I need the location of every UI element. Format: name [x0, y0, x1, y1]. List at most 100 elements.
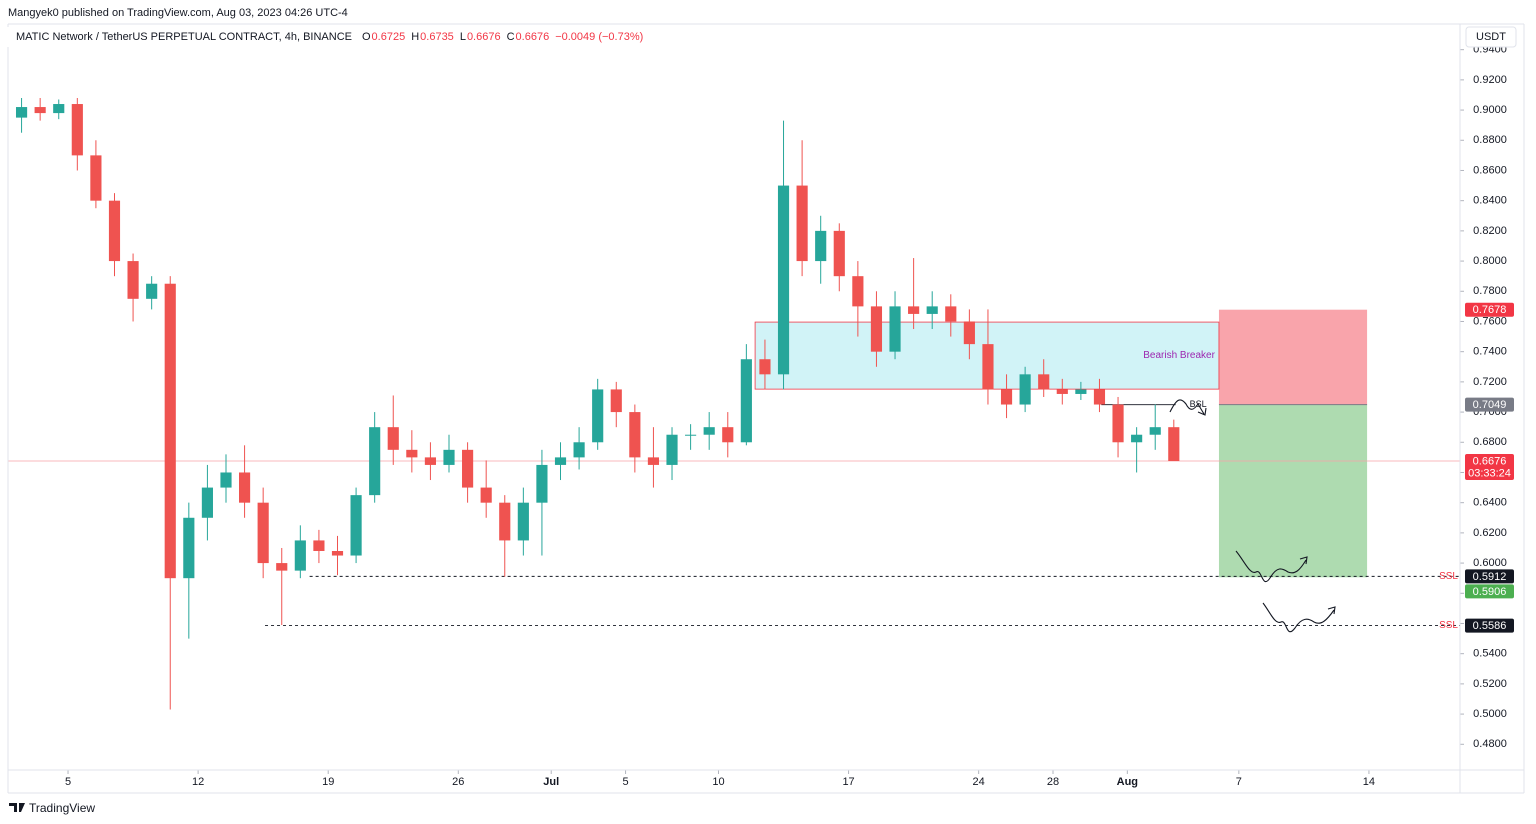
price-tag-label: 0.7678: [1473, 304, 1507, 316]
y-tick-label: 0.7600: [1473, 315, 1507, 327]
ssl-label: SSL: [1439, 571, 1458, 582]
candle-body: [201, 487, 213, 518]
y-tick-label: 0.4800: [1473, 738, 1507, 750]
candle-body: [610, 389, 622, 413]
x-tick-label: 12: [192, 776, 204, 788]
candle-body: [963, 321, 975, 345]
y-tick-label: 0.9200: [1473, 74, 1507, 86]
y-tick-label: 0.6200: [1473, 527, 1507, 539]
price-tag: [1465, 302, 1514, 317]
x-tick-label: Jul: [543, 776, 559, 788]
x-tick-label: 5: [622, 776, 628, 788]
candle-body: [424, 457, 436, 465]
price-tag: [1465, 618, 1514, 633]
price-tag-label: 0.5912: [1473, 571, 1507, 583]
y-tick-label: 0.8400: [1473, 195, 1507, 207]
ohlc-value: 0.6725: [372, 31, 406, 43]
change: −0.0049 (−0.73%): [555, 31, 643, 43]
y-tick-label: 0.5000: [1473, 708, 1507, 720]
price-tag: [1465, 584, 1514, 599]
candle-body: [852, 276, 864, 307]
candle-body: [220, 472, 232, 488]
price-tag-label: 0.6676: [1473, 455, 1507, 467]
currency[interactable]: USDT: [1476, 31, 1506, 43]
candle-body: [889, 306, 901, 352]
candle-body: [15, 107, 28, 118]
currency-button[interactable]: [1465, 26, 1517, 48]
candle-body: [462, 449, 474, 488]
y-tick-label: 0.8600: [1473, 164, 1507, 176]
x-tick-label: 5: [65, 776, 71, 788]
ohlc-value: 0.6676: [467, 31, 501, 43]
candle-body: [350, 495, 362, 556]
candle-body: [313, 540, 325, 551]
y-tick-label: 0.9000: [1473, 104, 1507, 116]
candle-body: [257, 502, 269, 564]
x-tick-label: 26: [452, 776, 464, 788]
ohlc-value: 0.6735: [420, 31, 454, 43]
stop-zone: [1218, 309, 1368, 405]
candle-body: [71, 104, 83, 156]
candle-body: [1112, 404, 1124, 443]
candle-body: [406, 449, 418, 458]
candle-body: [647, 457, 660, 465]
candle-body: [1000, 389, 1013, 405]
sketch-arrow: [1235, 550, 1308, 583]
brand-logo: [9, 803, 25, 812]
x-tick-label: 17: [842, 776, 854, 788]
candle-body: [592, 389, 604, 443]
candle-body: [34, 107, 46, 114]
sketch-arrow: [1262, 602, 1336, 633]
candle-body: [870, 306, 883, 352]
y-tick-label: 0.7800: [1473, 285, 1507, 297]
y-tick-label: 0.8000: [1473, 255, 1507, 267]
x-tick-label: 24: [973, 776, 985, 788]
candle-body: [1149, 427, 1161, 435]
candles: [15, 97, 1180, 710]
candle-body: [1038, 374, 1050, 390]
header-bg: [0, 27, 660, 47]
price-tag-label: 0.5906: [1473, 586, 1507, 598]
brand: TradingView: [29, 801, 95, 815]
candle-body: [276, 563, 288, 571]
candle-body: [833, 230, 845, 277]
candle-body: [517, 502, 529, 541]
candle-body: [815, 230, 827, 262]
candle-body: [164, 283, 176, 579]
candle-body: [666, 434, 678, 465]
candle-body: [294, 540, 306, 571]
y-tick-label: 0.7200: [1473, 376, 1507, 388]
candle-body: [1019, 374, 1031, 405]
y-tick-label: 0.6400: [1473, 497, 1507, 509]
candle-body: [554, 457, 567, 465]
symbol: MATIC Network / TetherUS PERPETUAL CONTR…: [16, 31, 352, 43]
y-tick-label: 0.8200: [1473, 225, 1507, 237]
sketch-arrow: [1169, 399, 1207, 416]
x-tick-label: 19: [322, 776, 334, 788]
candle-body: [1168, 427, 1180, 462]
candle-body: [759, 359, 771, 375]
candle-body: [331, 550, 344, 556]
price-tag-label: 0.5586: [1473, 620, 1507, 632]
candle-body: [1093, 389, 1106, 405]
x-tick-label: 14: [1363, 776, 1375, 788]
x-tick-label: 7: [1236, 776, 1242, 788]
candle-body: [1056, 389, 1068, 394]
y-tick-label: 0.6800: [1473, 436, 1507, 448]
candle-body: [146, 283, 158, 299]
ohlc-label: H: [411, 31, 419, 43]
candle-body: [499, 502, 511, 541]
candle-body: [703, 427, 715, 435]
publisher: Mangyek0 published on TradingView.com, A…: [8, 7, 348, 19]
candle-body: [53, 104, 65, 114]
candle-body: [443, 449, 455, 465]
candle-body: [777, 185, 790, 375]
candle-body: [740, 359, 752, 443]
ohlc-value: 0.6676: [516, 31, 550, 43]
y-tick-label: 0.8800: [1473, 134, 1507, 146]
candle-body: [387, 427, 399, 450]
ohlc-label: O: [362, 31, 371, 43]
